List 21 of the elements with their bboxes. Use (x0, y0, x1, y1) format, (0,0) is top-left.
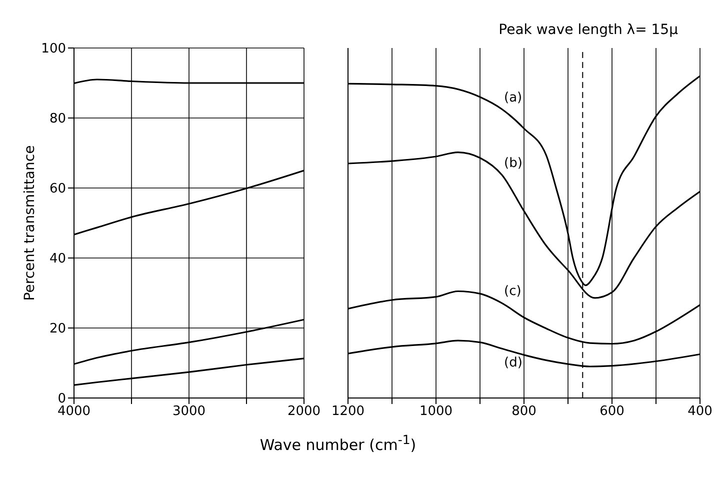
x-tick-label: 800 (512, 404, 536, 420)
x-tick-label: 4000 (57, 404, 91, 420)
y-tick-label: 0 (58, 392, 66, 407)
x-tick-label: 2000 (287, 404, 321, 420)
x-axis-title: Wave number (cm$^{-1}$) (258, 432, 418, 454)
y-tick-label: 100 (41, 42, 66, 57)
series-label: (c) (504, 284, 522, 300)
y-tick-label: 60 (49, 182, 66, 197)
y-tick-label: 40 (49, 252, 66, 267)
y-tick-label: 20 (49, 322, 66, 337)
x-tick-label: 400 (688, 404, 712, 420)
x-tick-label: 3000 (172, 404, 206, 420)
x-tick-label: 600 (600, 404, 624, 420)
text: Peak wave length λ= 15μ (498, 22, 678, 38)
y-axis-title: Percent transmittance (22, 145, 38, 301)
series-label: (d) (504, 356, 522, 371)
y-tick-label: 80 (49, 112, 66, 127)
x-tick-label: 1000 (419, 404, 453, 420)
x-tick-label: 1200 (331, 404, 365, 420)
series-label: (a) (504, 90, 522, 106)
series-label: (b) (504, 156, 522, 172)
